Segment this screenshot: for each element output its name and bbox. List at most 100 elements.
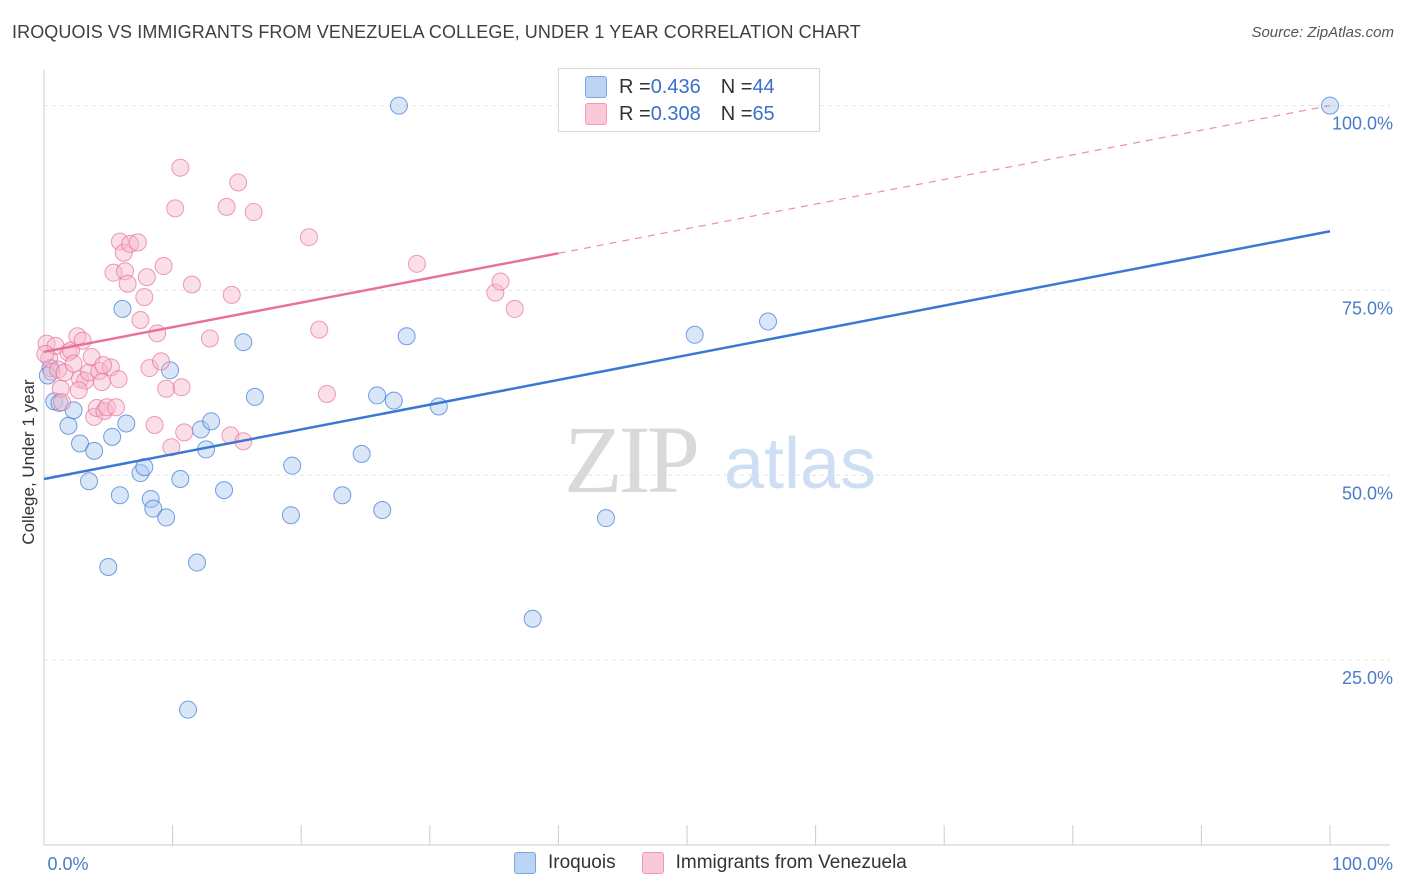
iroquois-point bbox=[171, 469, 190, 488]
venezuela-point bbox=[244, 203, 263, 222]
venezuela-point bbox=[137, 268, 156, 287]
venezuela-point bbox=[114, 243, 133, 262]
iroquois-point bbox=[80, 472, 99, 491]
venezuela-point bbox=[175, 423, 194, 442]
y-tick-label: 25.0% bbox=[1342, 668, 1393, 688]
y-tick-label: 75.0% bbox=[1342, 298, 1393, 318]
venezuela-point bbox=[505, 299, 524, 318]
iroquois-point bbox=[352, 444, 371, 463]
venezuela-point bbox=[64, 354, 83, 373]
iroquois-point bbox=[202, 412, 221, 431]
venezuela-point bbox=[128, 233, 147, 252]
iroquois-point bbox=[373, 501, 392, 520]
iroquois-point bbox=[234, 333, 253, 352]
legend-label-venezuela: Immigrants from Venezuela bbox=[675, 852, 907, 873]
venezuela-point bbox=[222, 285, 241, 304]
iroquois-point bbox=[281, 506, 300, 525]
venezuela-point bbox=[145, 416, 164, 435]
legend-row-iroquois: R = 0.436 N = 44 bbox=[585, 74, 775, 100]
watermark-zip: ZIP bbox=[564, 406, 697, 513]
iroquois-point bbox=[71, 434, 90, 453]
legend-n-label: N = bbox=[720, 75, 753, 98]
legend-n-value: 44 bbox=[752, 75, 775, 98]
venezuela-point bbox=[121, 234, 140, 253]
legend-swatch-iroquois bbox=[585, 76, 607, 98]
venezuela-point bbox=[98, 398, 117, 417]
iroquois-point bbox=[397, 327, 416, 346]
y-tick-label: 100.0% bbox=[1332, 114, 1393, 134]
iroquois-point bbox=[179, 700, 198, 719]
venezuela-point bbox=[171, 158, 190, 177]
venezuela-point bbox=[148, 324, 167, 343]
venezuela-point bbox=[94, 356, 113, 375]
correlation-legend: R = 0.436 N = 44 R = 0.308 N = 65 bbox=[558, 68, 820, 132]
iroquois-point bbox=[384, 391, 403, 410]
venezuela-point bbox=[104, 263, 123, 282]
iroquois-point bbox=[117, 414, 136, 433]
chart-title: IROQUOIS VS IMMIGRANTS FROM VENEZUELA CO… bbox=[12, 22, 861, 42]
venezuela-point bbox=[299, 228, 318, 247]
source-label: Source: ZipAtlas.com bbox=[1251, 24, 1394, 41]
venezuela-point bbox=[69, 381, 88, 400]
venezuela-point bbox=[229, 173, 248, 192]
venezuela-trend-line-extension bbox=[558, 104, 1331, 254]
venezuela-point bbox=[131, 311, 150, 330]
iroquois-point bbox=[759, 312, 778, 331]
legend-row-venezuela: R = 0.308 N = 65 bbox=[585, 101, 775, 127]
x-tick-label: 100.0% bbox=[1332, 854, 1393, 874]
series-legend: Iroquois Immigrants from Venezuela bbox=[514, 852, 933, 874]
iroquois-point bbox=[389, 96, 408, 115]
venezuela-point bbox=[107, 398, 126, 417]
iroquois-point bbox=[333, 486, 352, 505]
venezuela-point bbox=[135, 288, 154, 307]
iroquois-point bbox=[685, 325, 704, 344]
iroquois-point bbox=[368, 386, 387, 405]
iroquois-point bbox=[596, 509, 615, 528]
trend-lines bbox=[43, 104, 1331, 481]
legend-item-venezuela[interactable]: Immigrants from Venezuela bbox=[641, 852, 907, 874]
legend-swatch-venezuela bbox=[585, 103, 607, 125]
venezuela-point bbox=[109, 370, 128, 389]
legend-swatch-iroquois bbox=[514, 852, 536, 874]
iroquois-trend-line bbox=[43, 230, 1331, 481]
venezuela-point bbox=[486, 283, 505, 302]
legend-r-label: R = bbox=[619, 102, 651, 125]
iroquois-point bbox=[99, 557, 118, 576]
legend-swatch-venezuela bbox=[641, 852, 664, 874]
tick-labels: 25.0% 50.0% 75.0% 100.0% 0.0% 100.0% bbox=[47, 114, 1393, 874]
legend-n-label: N = bbox=[720, 102, 753, 125]
legend-item-iroquois[interactable]: Iroquois bbox=[514, 852, 616, 874]
venezuela-point bbox=[140, 359, 159, 378]
iroquois-point bbox=[144, 499, 163, 518]
iroquois-point bbox=[215, 481, 234, 500]
iroquois-point bbox=[523, 609, 542, 628]
venezuela-trend-line bbox=[43, 252, 559, 354]
venezuela-point bbox=[152, 352, 171, 371]
y-tick-label: 50.0% bbox=[1342, 483, 1393, 503]
legend-r-value: 0.308 bbox=[650, 102, 701, 125]
venezuela-point bbox=[310, 320, 329, 339]
venezuela-point bbox=[166, 199, 185, 218]
y-axis-label: College, Under 1 year bbox=[19, 379, 38, 545]
venezuela-point bbox=[182, 275, 201, 294]
axes bbox=[43, 70, 1390, 846]
venezuela-point bbox=[118, 274, 137, 293]
venezuela-point bbox=[154, 257, 173, 276]
iroquois-point bbox=[283, 456, 302, 475]
grid-lines bbox=[44, 105, 1390, 661]
venezuela-point bbox=[407, 254, 426, 273]
watermark: ZIP atlas bbox=[564, 406, 876, 513]
venezuela-point bbox=[36, 345, 55, 364]
legend-r-label: R = bbox=[619, 75, 651, 98]
iroquois-point bbox=[110, 486, 129, 505]
venezuela-point bbox=[172, 378, 191, 397]
legend-label-iroquois: Iroquois bbox=[548, 852, 616, 873]
venezuela-point bbox=[200, 329, 219, 348]
x-tick-label: 0.0% bbox=[47, 854, 88, 874]
iroquois-point bbox=[157, 508, 176, 527]
venezuela-point bbox=[157, 379, 176, 398]
iroquois-point bbox=[188, 553, 207, 572]
venezuela-point bbox=[92, 373, 111, 392]
venezuela-point bbox=[317, 384, 336, 403]
